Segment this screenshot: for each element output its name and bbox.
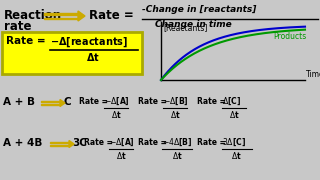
Text: A + B: A + B [3, 97, 35, 107]
Text: Rate =: Rate = [197, 138, 226, 147]
Text: $-\Delta$[B]: $-\Delta$[B] [163, 96, 189, 107]
Polygon shape [50, 142, 69, 143]
Text: $\Delta$t: $\Delta$t [229, 109, 240, 120]
Text: Rate =: Rate = [138, 138, 167, 147]
Text: $\Delta$t: $\Delta$t [231, 150, 242, 161]
Text: A + 4B: A + 4B [3, 138, 42, 148]
Polygon shape [44, 13, 78, 15]
Polygon shape [41, 104, 60, 105]
Text: Rate =: Rate = [6, 36, 49, 46]
Polygon shape [69, 141, 74, 147]
Text: $-\Delta$[A]: $-\Delta$[A] [104, 96, 130, 107]
Text: $3\Delta$[C]: $3\Delta$[C] [222, 137, 246, 148]
Text: $\Delta$t: $\Delta$t [111, 109, 122, 120]
Text: Reaction: Reaction [4, 9, 62, 22]
Text: Products: Products [273, 32, 306, 41]
Text: Rate =: Rate = [138, 97, 167, 106]
Text: $\Delta$t: $\Delta$t [172, 150, 183, 161]
Polygon shape [78, 11, 85, 21]
Text: $-4\Delta$[B]: $-4\Delta$[B] [162, 137, 193, 148]
Text: Rate =: Rate = [79, 97, 108, 106]
Polygon shape [60, 100, 65, 107]
Text: $\mathbf{-\Delta}$[reactants]: $\mathbf{-\Delta}$[reactants] [50, 35, 128, 49]
Text: Time: Time [306, 70, 320, 79]
Text: C: C [63, 97, 71, 107]
Text: Rate =: Rate = [84, 138, 113, 147]
Text: $\Delta$[C]: $\Delta$[C] [222, 96, 241, 107]
Text: $\Delta$t: $\Delta$t [116, 150, 127, 161]
Text: rate: rate [4, 20, 31, 33]
Text: Rate =: Rate = [197, 97, 226, 106]
Text: 3C: 3C [72, 138, 87, 148]
Polygon shape [50, 145, 69, 146]
Text: $-\Delta$[A]: $-\Delta$[A] [109, 137, 135, 148]
FancyBboxPatch shape [2, 32, 142, 74]
Text: $\mathbf{\Delta t}$: $\mathbf{\Delta t}$ [86, 51, 100, 63]
Text: -Change in [reactants]: -Change in [reactants] [142, 5, 256, 14]
Polygon shape [44, 17, 78, 19]
Text: Change in time: Change in time [155, 20, 232, 29]
Polygon shape [41, 101, 60, 102]
Text: Rate =: Rate = [89, 9, 134, 22]
Text: $\Delta$t: $\Delta$t [170, 109, 181, 120]
Text: [Reactants]: [Reactants] [163, 23, 207, 32]
